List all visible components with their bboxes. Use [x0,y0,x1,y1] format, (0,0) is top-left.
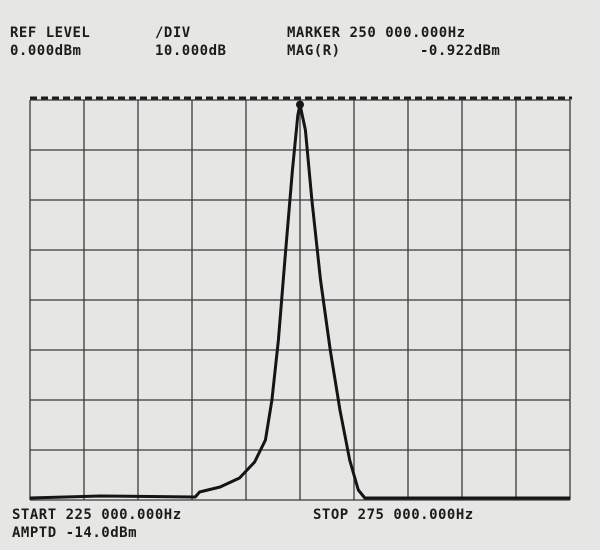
start-readout: START 225 000.000Hz [12,507,182,523]
mag-value: -0.922dBm [420,43,500,59]
div-label: /DIV [155,25,191,41]
stop-readout: STOP 275 000.000Hz [313,507,474,523]
trace [29,103,570,500]
ref-level-label: REF LEVEL [10,25,90,41]
div-value: 10.000dB [155,43,226,59]
amptd-readout: AMPTD -14.0dBm [12,525,137,541]
mag-label: MAG(R) [287,43,341,59]
ref-level: 0.000dBm [10,43,81,59]
marker-dot [296,100,304,109]
marker-readout: MARKER 250 000.000Hz [287,25,466,41]
